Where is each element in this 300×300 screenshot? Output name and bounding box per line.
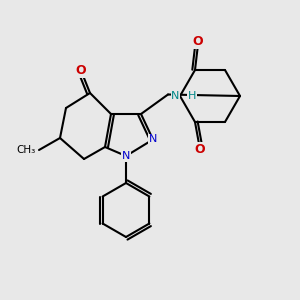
Text: O: O <box>194 143 205 156</box>
Text: O: O <box>193 35 203 48</box>
Text: O: O <box>76 64 86 77</box>
Text: N: N <box>149 134 157 145</box>
Text: N: N <box>171 91 180 101</box>
Text: N: N <box>122 151 130 161</box>
Text: CH₃: CH₃ <box>17 145 36 155</box>
Text: H: H <box>188 91 196 101</box>
